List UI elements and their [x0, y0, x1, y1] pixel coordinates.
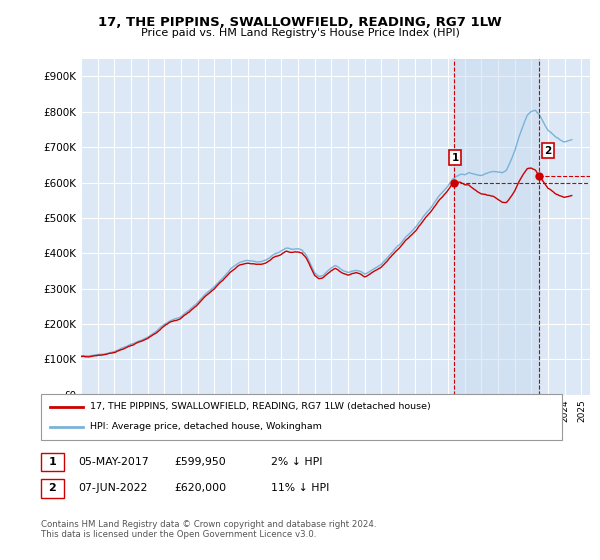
Text: 2% ↓ HPI: 2% ↓ HPI — [271, 457, 322, 467]
Text: 17, THE PIPPINS, SWALLOWFIELD, READING, RG7 1LW (detached house): 17, THE PIPPINS, SWALLOWFIELD, READING, … — [90, 402, 431, 411]
Text: 11% ↓ HPI: 11% ↓ HPI — [271, 483, 329, 493]
Bar — [454, 59, 539, 395]
Text: Price paid vs. HM Land Registry's House Price Index (HPI): Price paid vs. HM Land Registry's House … — [140, 28, 460, 38]
Text: 17, THE PIPPINS, SWALLOWFIELD, READING, RG7 1LW: 17, THE PIPPINS, SWALLOWFIELD, READING, … — [98, 16, 502, 29]
Text: HPI: Average price, detached house, Wokingham: HPI: Average price, detached house, Woki… — [90, 422, 322, 431]
Text: 07-JUN-2022: 07-JUN-2022 — [79, 483, 148, 493]
Text: 1: 1 — [451, 153, 458, 163]
Text: 1: 1 — [49, 457, 56, 467]
Text: Contains HM Land Registry data © Crown copyright and database right 2024.
This d: Contains HM Land Registry data © Crown c… — [41, 520, 376, 539]
Text: £620,000: £620,000 — [175, 483, 227, 493]
Text: 2: 2 — [544, 146, 551, 156]
Text: 05-MAY-2017: 05-MAY-2017 — [79, 457, 149, 467]
Text: £599,950: £599,950 — [175, 457, 226, 467]
Text: 2: 2 — [49, 483, 56, 493]
